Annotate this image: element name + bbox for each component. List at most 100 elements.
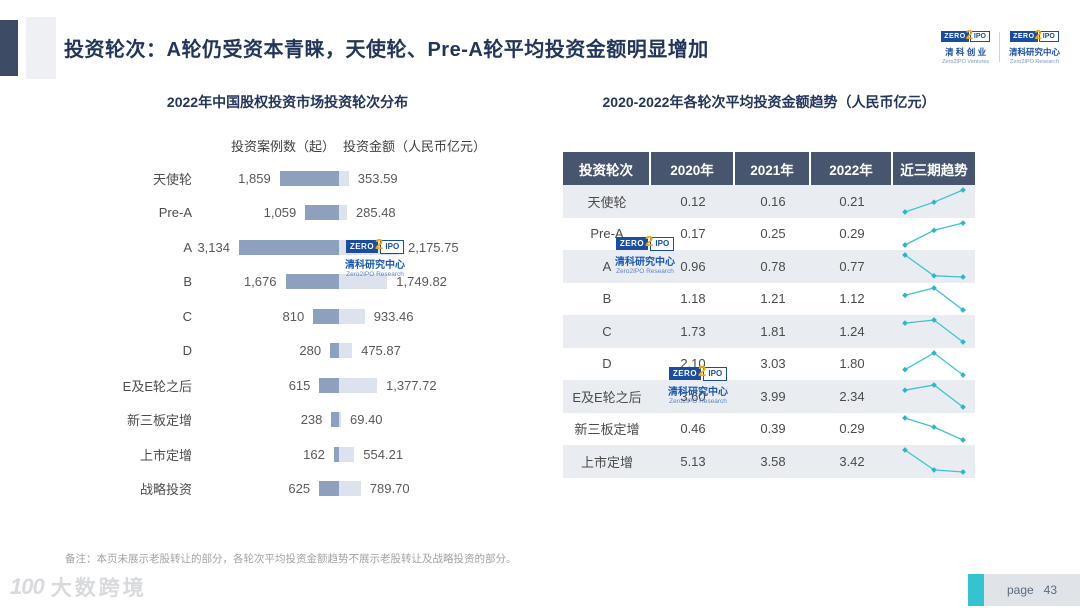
trend-sparkline — [902, 349, 966, 378]
table-row: 新三板定增 0.46 0.39 0.29 — [563, 413, 975, 446]
table-cell-value: 1.12 — [839, 291, 865, 307]
table-cell-value: 1.18 — [680, 291, 706, 307]
logo-ipo-box: IPO — [380, 239, 405, 254]
trend-sparkline — [902, 284, 966, 313]
logo-two-digit: 2 — [645, 233, 654, 250]
trend-table: 投资轮次 2020年 2021年 2022年 近三期趋势 天使轮 0.12 0.16 0.21… — [563, 152, 975, 478]
amount-zone: 69.40 — [339, 412, 510, 428]
dashu-brand-name: 大数跨境 — [50, 577, 147, 600]
logo-en-text: Zero2IPO Research — [1010, 59, 1059, 65]
bar-row-label: 新三板定增 — [126, 413, 192, 429]
amount-zone: 353.59 — [339, 170, 510, 186]
sparkline-point — [902, 447, 908, 454]
watermark-en-text: Zero2IPO Research — [616, 268, 674, 275]
bar-row-label: B — [183, 274, 192, 290]
table-cell-value: 0.12 — [680, 193, 706, 209]
table-cell-round: A — [602, 258, 612, 274]
zero2ipo-logo-icon: ZERO 2 IPO — [615, 233, 675, 252]
logo-zero-box: ZERO — [345, 240, 379, 253]
logo-ipo-box: IPO — [703, 366, 728, 381]
bar-row-A: A 3,134 2,175.75 — [65, 230, 510, 265]
logo-cn-text: 清 科 创 业 — [945, 47, 987, 57]
logo-two-digit: 2 — [698, 363, 707, 380]
amount-value: 69.40 — [350, 412, 383, 428]
bar-row-label: 战略投资 — [139, 482, 192, 498]
table-cell-round: 新三板定增 — [574, 422, 640, 438]
table-cell-value: 1.73 — [680, 323, 706, 339]
case-count-value: 615 — [288, 377, 311, 393]
table-header-cell: 投资轮次 — [563, 152, 651, 185]
bar-row-label: Pre-A — [158, 205, 192, 221]
sparkline-point — [960, 219, 966, 226]
amount-zone: 1,749.82 — [339, 274, 510, 290]
case-count-bar — [319, 377, 339, 393]
amount-zone: 933.46 — [339, 308, 510, 324]
sparkline-point — [931, 317, 937, 324]
table-cell-round: 上市定增 — [580, 454, 633, 470]
table-cell-value: 1.80 — [839, 356, 865, 372]
bar-row-Pre-A: Pre-A 1,059 285.48 — [65, 196, 510, 231]
bar-row-label: 天使轮 — [152, 171, 192, 187]
case-count-bar — [239, 239, 339, 255]
case-count-bar — [305, 205, 339, 221]
trend-sparkline — [902, 219, 966, 248]
case-count-value: 625 — [288, 481, 311, 497]
table-cell-value: 3.58 — [760, 453, 786, 469]
amount-zone: 554.21 — [339, 446, 510, 462]
logo-cn-text: 清科研究中心 — [1008, 47, 1060, 57]
trend-sparkline — [902, 317, 966, 346]
bar-row-新三板定增: 新三板定增 238 69.40 — [65, 403, 510, 438]
page-number: 43 — [1043, 583, 1058, 597]
trend-sparkline — [902, 447, 966, 476]
footnote: 备注：本页未展示老股转让的部分，各轮次平均投资金额趋势不展示老股转让及战略投资的… — [65, 553, 517, 565]
title-accent-light-block — [26, 17, 56, 79]
logo-ipo-box: IPO — [1038, 31, 1059, 42]
case-count-bar — [285, 274, 339, 290]
amount-value: 1,749.82 — [396, 274, 447, 290]
title-accent-dark-block — [0, 20, 18, 76]
dashu-100-icon: 100 — [10, 574, 45, 599]
case-count-zone: 238 — [192, 412, 339, 428]
table-cell-value: 2.34 — [839, 388, 865, 404]
amount-bar — [339, 481, 361, 497]
table-cell-value: 0.39 — [760, 421, 786, 437]
case-count-value: 1,676 — [243, 274, 277, 290]
table-row: 天使轮 0.12 0.16 0.21 — [563, 185, 975, 218]
dashu-kuajing-logo: 100 大数跨境 — [10, 572, 147, 602]
amount-value: 1,377.72 — [386, 377, 437, 393]
bar-row-C: C 810 933.46 — [65, 299, 510, 334]
table-row: 上市定增 5.13 3.58 3.42 — [563, 445, 975, 478]
table-header-cell: 2020年 — [651, 152, 735, 185]
table-cell-value: 1.21 — [760, 291, 786, 307]
zero2ipo-research-logo: ZERO 2 IPO 清科研究中心 Zero2IPO Research — [1008, 27, 1060, 65]
zero2ipo-logo-icon: ZERO 2 IPO — [345, 236, 405, 255]
amount-zone: 1,377.72 — [339, 377, 510, 393]
table-cell-value: 0.96 — [680, 258, 706, 274]
logo-two-digit: 2 — [1034, 27, 1042, 42]
zero2ipo-watermark: ZERO 2 IPO 清科研究中心 Zero2IPO Research — [615, 233, 675, 275]
table-header-cell: 近三期趋势 — [900, 162, 968, 178]
amount-zone: 285.48 — [339, 205, 510, 221]
amount-bar — [339, 170, 349, 186]
sparkline-point — [902, 387, 908, 394]
left-chart-title: 2022年中国股权投资市场投资轮次分布 — [166, 94, 409, 110]
bar-row-label: A — [183, 239, 192, 255]
logo-ipo-box: IPO — [969, 31, 990, 42]
bar-row-B: B 1,676 1,749.82 — [65, 265, 510, 300]
amount-value: 2,175.75 — [408, 239, 459, 255]
table-cell-value: 3.99 — [760, 388, 786, 404]
table-cell-value: 0.29 — [839, 226, 865, 242]
left-chart-column-headers: 投资案例数（起） 投资金额（人民币亿元） — [65, 136, 510, 155]
table-row: A 0.96 0.78 0.77 — [563, 250, 975, 283]
bar-row-天使轮: 天使轮 1,859 353.59 — [65, 161, 510, 196]
zero2ipo-logo-icon: ZERO 2 IPO — [668, 363, 728, 382]
sparkline-point — [931, 349, 937, 356]
table-cell-trend — [893, 445, 975, 478]
table-cell-value: 3.60 — [680, 388, 706, 404]
sparkline-point — [902, 209, 908, 216]
table-cell-trend — [893, 250, 975, 283]
sparkline-point — [960, 274, 966, 281]
table-cell-value: 0.29 — [839, 421, 865, 437]
zero2ipo-watermark: ZERO 2 IPO 清科研究中心 Zero2IPO Research — [345, 236, 405, 278]
zero2ipo-ventures-logo: ZERO 2 IPO 清 科 创 业 Zero2IPO Ventures — [941, 27, 990, 65]
